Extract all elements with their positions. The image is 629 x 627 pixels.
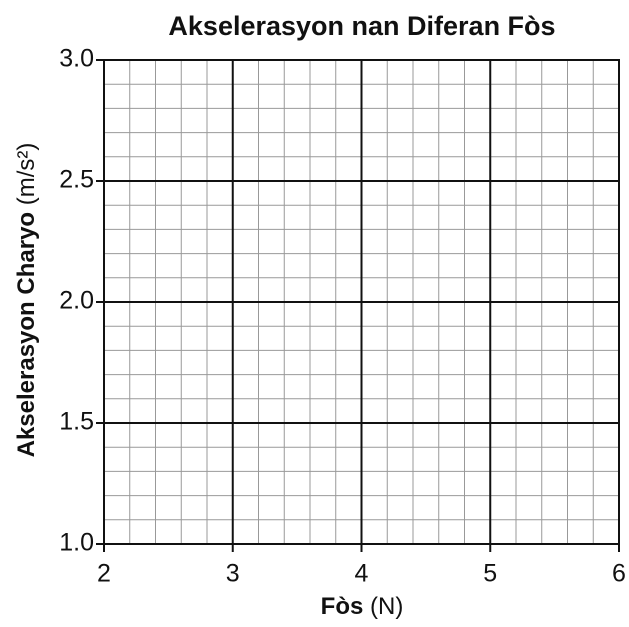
y-axis-label-unit: (m/s²) [13, 143, 40, 206]
x-axis-label: Fòs (N) [321, 593, 404, 620]
plot-frame [103, 59, 620, 545]
x-axis-label-unit: (N) [370, 593, 403, 620]
x-tick-label: 2 [97, 560, 111, 588]
y-tick-label: 3.0 [59, 45, 94, 73]
y-axis-label: Akselerasyon Charyo (m/s²) [13, 143, 40, 458]
chart-title: Akselerasyon nan Diferan Fòs [168, 11, 555, 41]
x-tick-label: 4 [355, 560, 369, 588]
x-axis-label-name: Fòs [321, 593, 364, 620]
x-tick-label: 3 [226, 560, 240, 588]
y-axis-label-name: Akselerasyon Charyo [13, 212, 40, 457]
x-tick-label: 6 [612, 560, 626, 588]
y-tick-label: 1.5 [59, 408, 94, 436]
y-tick-label: 2.5 [59, 166, 94, 194]
y-tick-label: 1.0 [59, 529, 94, 557]
x-tick-label: 5 [483, 560, 497, 588]
y-tick-label: 2.0 [59, 287, 94, 315]
